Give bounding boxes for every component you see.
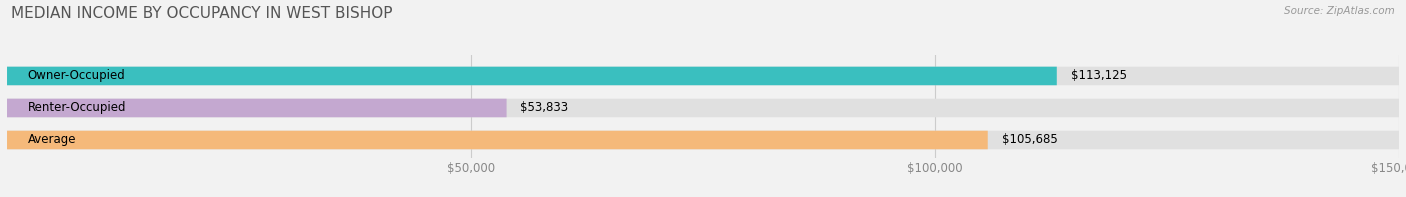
Text: Renter-Occupied: Renter-Occupied — [28, 101, 127, 114]
Text: Source: ZipAtlas.com: Source: ZipAtlas.com — [1284, 6, 1395, 16]
Text: Owner-Occupied: Owner-Occupied — [28, 70, 125, 83]
Text: MEDIAN INCOME BY OCCUPANCY IN WEST BISHOP: MEDIAN INCOME BY OCCUPANCY IN WEST BISHO… — [11, 6, 392, 21]
FancyBboxPatch shape — [7, 131, 988, 149]
FancyBboxPatch shape — [7, 67, 1399, 85]
Text: Average: Average — [28, 134, 76, 147]
Text: $113,125: $113,125 — [1071, 70, 1126, 83]
FancyBboxPatch shape — [7, 131, 1399, 149]
FancyBboxPatch shape — [7, 99, 1399, 117]
FancyBboxPatch shape — [7, 99, 506, 117]
Text: $53,833: $53,833 — [520, 101, 568, 114]
Text: $105,685: $105,685 — [1001, 134, 1057, 147]
FancyBboxPatch shape — [7, 67, 1057, 85]
